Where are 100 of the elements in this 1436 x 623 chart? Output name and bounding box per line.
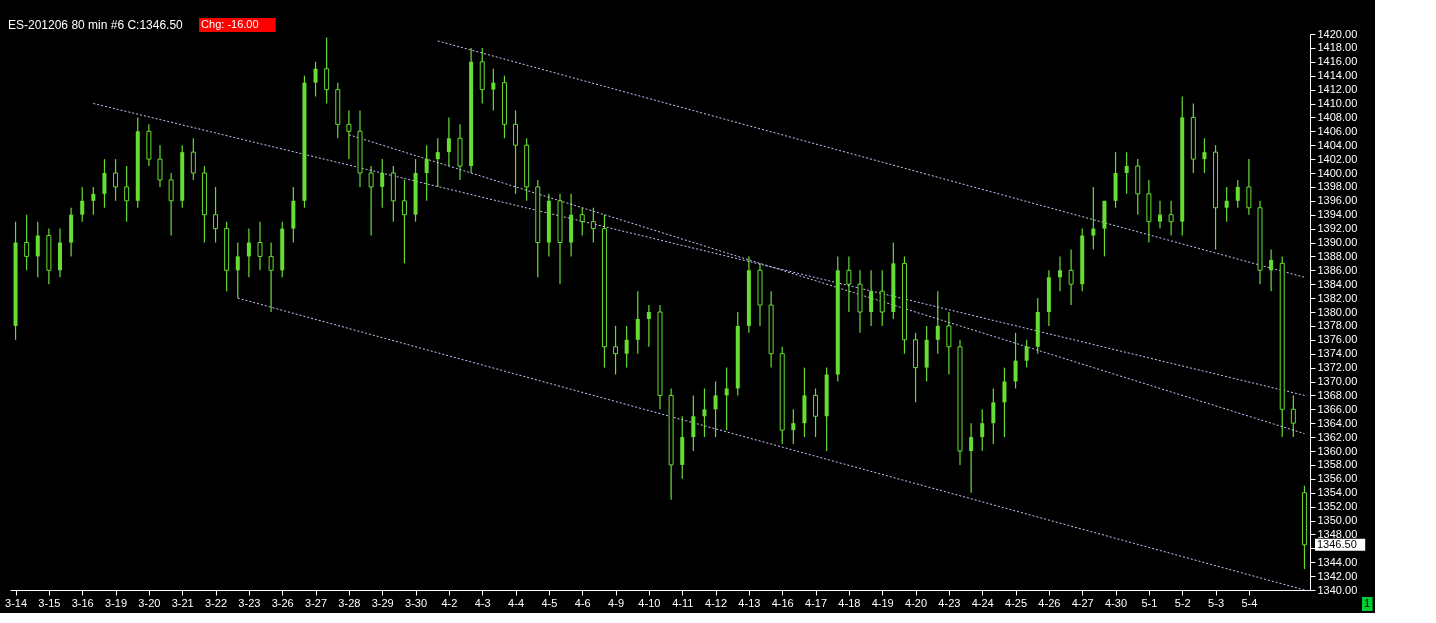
x-tick-label: 5-2 [1174, 596, 1191, 609]
candlestick [1124, 151, 1129, 195]
candlestick [190, 137, 196, 181]
y-tick-label: 1408.00 [1317, 110, 1358, 123]
candlestick [102, 158, 107, 209]
x-tick-label: 3-15 [38, 596, 61, 609]
y-tick-label: 1384.00 [1317, 277, 1358, 290]
x-tick-label: 4-16 [771, 596, 794, 609]
candlestick [24, 214, 30, 271]
candlestick [113, 158, 119, 202]
x-tick-label: 4-10 [638, 596, 661, 609]
chart-title: ES-201206 80 min #6 C:1346.50 [8, 18, 184, 32]
y-tick-label: 1368.00 [1317, 388, 1358, 401]
x-tick-label: 4-5 [541, 596, 558, 609]
candlestick [491, 68, 496, 112]
text: 1 [1364, 597, 1371, 609]
candlestick [257, 221, 263, 271]
candlestick [368, 165, 374, 237]
y-tick-label: 1410.00 [1317, 97, 1358, 109]
candlestick [624, 325, 629, 369]
candlestick [590, 207, 596, 244]
candlestick [991, 387, 996, 445]
candlestick [1024, 339, 1029, 369]
y-tick-label: 1340.00 [1317, 583, 1358, 596]
y-tick-label: 1364.00 [1317, 416, 1358, 429]
y-tick-label: 1380.00 [1317, 305, 1358, 318]
x-tick-label: 4-26 [1038, 596, 1061, 609]
y-tick-label: 1366.00 [1317, 402, 1358, 415]
candlestick [946, 311, 952, 376]
candlestick [424, 144, 429, 202]
candlestick [1269, 248, 1274, 292]
candlestick [1224, 186, 1229, 223]
candlestick [724, 367, 729, 431]
candlestick [846, 255, 852, 313]
candlestick [324, 36, 330, 105]
candlestick [157, 144, 163, 188]
text: 1346.50 [1317, 537, 1357, 550]
candlestick [35, 221, 40, 278]
x-tick-label: 5-3 [1208, 596, 1225, 609]
y-tick-label: 1376.00 [1317, 333, 1358, 346]
x-tick-label: 4-11 [672, 596, 694, 609]
y-tick-label: 1404.00 [1317, 138, 1358, 151]
candlestick [435, 137, 440, 188]
x-tick-label: 3-27 [305, 596, 328, 609]
candlestick [579, 207, 585, 237]
y-tick-label: 1414.00 [1317, 69, 1358, 82]
x-tick-label: 4-3 [474, 596, 491, 609]
y-tick-label: 1344.00 [1317, 555, 1358, 568]
y-tick-label: 1402.00 [1317, 152, 1358, 165]
y-tick-label: 1420.00 [1317, 27, 1358, 40]
y-tick-label: 1388.00 [1317, 249, 1358, 262]
candlestick [791, 408, 796, 445]
candlestick [702, 387, 707, 438]
x-tick-label: 4-9 [608, 596, 625, 609]
candlestick [869, 269, 874, 327]
y-tick-label: 1392.00 [1317, 222, 1358, 235]
x-tick-label: 4-2 [441, 596, 458, 609]
y-tick-label: 1352.00 [1317, 500, 1358, 513]
y-tick-label: 1382.00 [1317, 291, 1358, 304]
candlestick [980, 408, 985, 452]
y-tick-label: 1348.00 [1317, 527, 1358, 540]
candlestick [213, 186, 219, 244]
x-tick-label: 4-13 [738, 596, 761, 609]
candlestick [313, 61, 318, 98]
candlestick [235, 241, 240, 299]
candlestick [513, 109, 519, 195]
x-tick-label: 3-28 [338, 596, 361, 609]
candlestick [935, 290, 940, 355]
candlestick [1168, 200, 1174, 237]
candlestick [1058, 255, 1062, 292]
candlestick [401, 179, 407, 264]
y-tick-label: 1406.00 [1317, 124, 1358, 137]
y-tick-label: 1360.00 [1317, 444, 1358, 457]
candlestick [246, 228, 251, 278]
y-tick-label: 1378.00 [1317, 319, 1358, 332]
x-tick-label: 4-25 [1005, 596, 1028, 609]
y-tick-label: 1400.00 [1317, 166, 1358, 179]
y-tick-label: 1396.00 [1317, 194, 1358, 207]
candlestick [969, 422, 974, 494]
candlestick [1068, 248, 1074, 306]
candlestick [91, 186, 96, 216]
candlestick [691, 394, 696, 452]
candlestick [1158, 200, 1162, 230]
candlestick [1235, 179, 1240, 209]
x-tick-label: 3-22 [205, 596, 228, 609]
y-tick-label: 1356.00 [1317, 472, 1358, 485]
candlestick [1091, 186, 1096, 251]
candlestick [268, 241, 274, 313]
x-tick-label: 3-14 [5, 596, 28, 609]
text: Chg: -16.00 [201, 18, 259, 30]
x-tick-label: 4-19 [871, 596, 894, 609]
x-tick-label: 3-20 [138, 596, 161, 609]
candlestick [168, 172, 174, 237]
candlestick [1002, 367, 1007, 438]
candlestick [813, 387, 819, 438]
x-tick-label: 3-21 [171, 596, 194, 609]
x-tick-label: 3-16 [71, 596, 94, 609]
y-tick-label: 1372.00 [1317, 361, 1358, 374]
y-tick-label: 1374.00 [1317, 347, 1358, 360]
y-tick-label: 1394.00 [1317, 208, 1358, 221]
